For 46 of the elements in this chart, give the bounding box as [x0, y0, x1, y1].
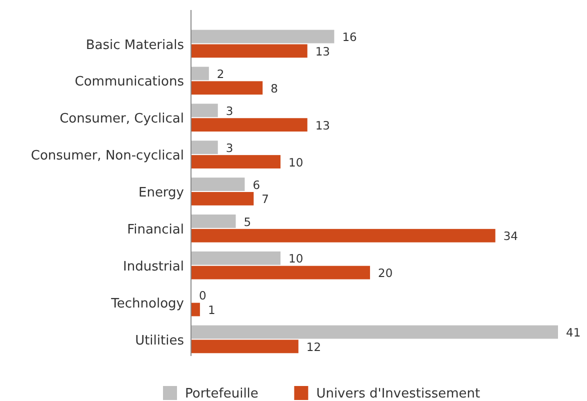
- y-tick-label: Technology: [110, 296, 184, 312]
- data-label: 13: [315, 118, 330, 132]
- y-tick-label: Communications: [74, 74, 184, 90]
- legend-label: Portefeuille: [185, 386, 258, 401]
- bar: [191, 30, 334, 44]
- data-label: 41: [566, 326, 581, 340]
- bar: [191, 178, 245, 191]
- data-label: 8: [270, 81, 278, 96]
- data-label: 10: [288, 252, 304, 266]
- bar: [191, 81, 263, 95]
- data-label: 20: [378, 266, 393, 280]
- y-tick-label: Industrial: [123, 259, 184, 274]
- data-label: 1: [208, 303, 216, 318]
- bar: [191, 66, 209, 80]
- data-label: 3: [226, 140, 234, 155]
- bar: [191, 104, 218, 118]
- y-tick-label: Utilities: [135, 333, 184, 348]
- bar: [191, 155, 281, 168]
- data-label: 10: [288, 155, 304, 170]
- bar: [191, 325, 558, 339]
- y-tick-label: Consumer, Non-cyclical: [30, 148, 184, 164]
- data-label: 13: [315, 44, 330, 58]
- data-label: 7: [262, 192, 269, 206]
- bar: [191, 266, 370, 280]
- bar: [191, 140, 218, 154]
- data-label: 5: [244, 214, 252, 229]
- bar: [191, 118, 308, 132]
- legend-label: Univers d'Investissement: [316, 386, 480, 401]
- bar: [191, 192, 254, 206]
- y-tick-label: Financial: [127, 222, 184, 238]
- data-label: 12: [306, 340, 322, 354]
- bar: [191, 340, 298, 354]
- bar: [191, 302, 200, 316]
- data-label: 3: [226, 104, 234, 118]
- data-label: 34: [503, 229, 518, 244]
- bar: [191, 214, 236, 228]
- data-label: 16: [342, 30, 357, 44]
- y-tick-label: Energy: [138, 186, 184, 201]
- data-label: 0: [199, 288, 206, 303]
- bar: [191, 251, 281, 265]
- data-label: 6: [252, 178, 260, 192]
- y-tick-label: Consumer, Cyclical: [60, 112, 184, 127]
- y-tick-label: Basic Materials: [86, 38, 184, 53]
- data-label: 2: [216, 67, 224, 82]
- bar: [191, 44, 308, 58]
- bar: [191, 228, 496, 242]
